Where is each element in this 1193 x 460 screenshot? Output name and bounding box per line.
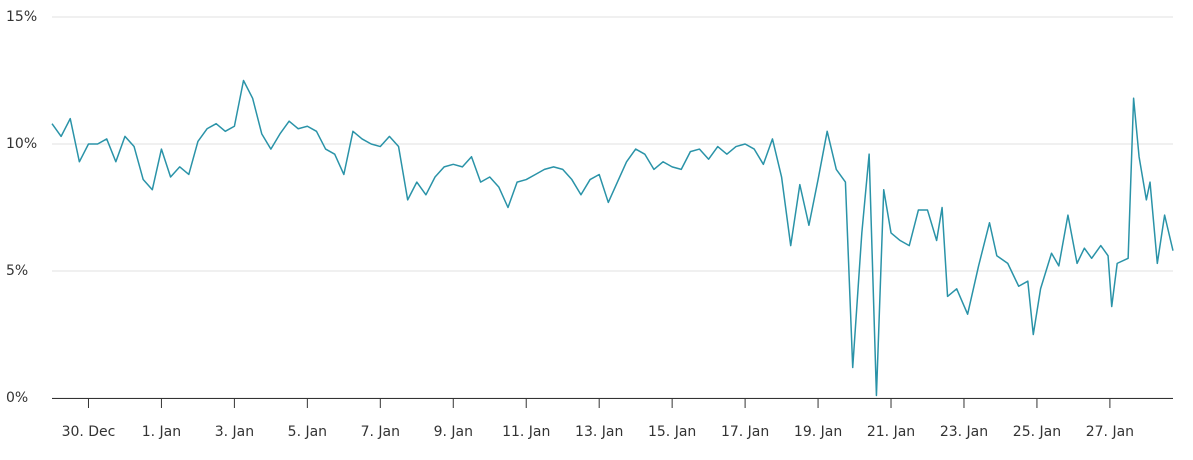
x-tick-label: 15. Jan — [648, 424, 696, 440]
y-tick-label: 10% — [6, 136, 37, 152]
x-tick-label: 9. Jan — [434, 424, 473, 440]
x-tick-label: 13. Jan — [575, 424, 623, 440]
x-tick-label: 27. Jan — [1086, 424, 1134, 440]
x-tick-label: 17. Jan — [721, 424, 769, 440]
x-tick-label: 21. Jan — [867, 424, 915, 440]
x-tick-label: 25. Jan — [1013, 424, 1061, 440]
x-tick-label: 5. Jan — [288, 424, 327, 440]
x-tick-label: 3. Jan — [215, 424, 254, 440]
x-tick-label: 30. Dec — [62, 424, 116, 440]
x-tick-label: 19. Jan — [794, 424, 842, 440]
y-tick-label: 0% — [6, 390, 28, 406]
x-tick-label: 7. Jan — [361, 424, 400, 440]
x-tick-label: 1. Jan — [142, 424, 181, 440]
line — [51, 79, 1174, 397]
x-tick-label: 23. Jan — [940, 424, 988, 440]
y-tick-label: 15% — [6, 9, 37, 25]
x-tick-label: 11. Jan — [502, 424, 550, 440]
y-tick-label: 5% — [6, 263, 28, 279]
